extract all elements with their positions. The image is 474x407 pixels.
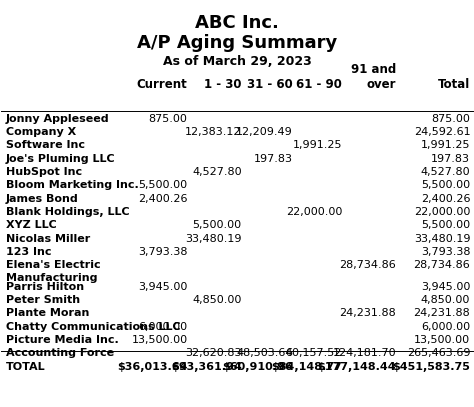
Text: 33,480.19: 33,480.19 [185, 234, 242, 244]
Text: $36,013.64: $36,013.64 [117, 361, 188, 372]
Text: 24,231.88: 24,231.88 [413, 308, 470, 318]
Text: Jonny Appleseed: Jonny Appleseed [6, 114, 109, 124]
Text: A/P Aging Summary: A/P Aging Summary [137, 34, 337, 52]
Text: Software Inc: Software Inc [6, 140, 85, 151]
Text: $60,910.96: $60,910.96 [222, 361, 292, 372]
Text: $451,583.75: $451,583.75 [392, 361, 470, 372]
Text: 1,991.25: 1,991.25 [421, 140, 470, 151]
Text: 197.83: 197.83 [431, 154, 470, 164]
Text: Plante Moran: Plante Moran [6, 308, 90, 318]
Text: 31 - 60: 31 - 60 [247, 78, 292, 91]
Text: ABC Inc.: ABC Inc. [195, 13, 279, 31]
Text: 28,734.86: 28,734.86 [413, 260, 470, 271]
Text: XYZ LLC: XYZ LLC [6, 221, 57, 230]
Text: 5,500.00: 5,500.00 [421, 180, 470, 190]
Text: 6,000.00: 6,000.00 [421, 322, 470, 332]
Text: Current: Current [137, 78, 188, 91]
Text: 12,209.49: 12,209.49 [236, 127, 292, 137]
Text: 24,231.88: 24,231.88 [339, 308, 396, 318]
Text: 265,463.69: 265,463.69 [407, 348, 470, 358]
Text: 33,480.19: 33,480.19 [414, 234, 470, 244]
Text: Accounting Force: Accounting Force [6, 348, 114, 358]
Text: 12,383.12: 12,383.12 [185, 127, 242, 137]
Text: 3,945.00: 3,945.00 [138, 282, 188, 291]
Text: 4,850.00: 4,850.00 [192, 295, 242, 305]
Text: $177,148.44: $177,148.44 [318, 361, 396, 372]
Text: 5,500.00: 5,500.00 [138, 180, 188, 190]
Text: 875.00: 875.00 [149, 114, 188, 124]
Text: 48,503.64: 48,503.64 [236, 348, 292, 358]
Text: $93,361.94: $93,361.94 [171, 361, 242, 372]
Text: 2,400.26: 2,400.26 [421, 194, 470, 204]
Text: 123 Inc: 123 Inc [6, 247, 52, 257]
Text: 124,181.70: 124,181.70 [333, 348, 396, 358]
Text: 1,991.25: 1,991.25 [292, 140, 342, 151]
Text: 60,157.52: 60,157.52 [286, 348, 342, 358]
Text: Joe's Pluming LLC: Joe's Pluming LLC [6, 154, 116, 164]
Text: 197.83: 197.83 [254, 154, 292, 164]
Text: As of March 29, 2023: As of March 29, 2023 [163, 55, 311, 68]
Text: Blank Holdings, LLC: Blank Holdings, LLC [6, 207, 130, 217]
Text: 91 and
over: 91 and over [351, 63, 396, 91]
Text: 6,000.00: 6,000.00 [138, 322, 188, 332]
Text: 2,400.26: 2,400.26 [138, 194, 188, 204]
Text: 13,500.00: 13,500.00 [414, 335, 470, 345]
Text: 5,500.00: 5,500.00 [192, 221, 242, 230]
Text: 61 - 90: 61 - 90 [296, 78, 342, 91]
Text: 3,793.38: 3,793.38 [421, 247, 470, 257]
Text: 3,945.00: 3,945.00 [421, 282, 470, 291]
Text: Picture Media Inc.: Picture Media Inc. [6, 335, 119, 345]
Text: Bloom Marketing Inc.: Bloom Marketing Inc. [6, 180, 139, 190]
Text: Peter Smith: Peter Smith [6, 295, 80, 305]
Text: Chatty Communications LLC: Chatty Communications LLC [6, 322, 181, 332]
Text: 24,592.61: 24,592.61 [414, 127, 470, 137]
Text: Parris Hilton: Parris Hilton [6, 282, 84, 291]
Text: 3,793.38: 3,793.38 [138, 247, 188, 257]
Text: Company X: Company X [6, 127, 76, 137]
Text: HubSpot Inc: HubSpot Inc [6, 167, 82, 177]
Text: 875.00: 875.00 [431, 114, 470, 124]
Text: Nicolas Miller: Nicolas Miller [6, 234, 91, 244]
Text: 1 - 30: 1 - 30 [204, 78, 242, 91]
Text: Total: Total [438, 78, 470, 91]
Text: 28,734.86: 28,734.86 [339, 260, 396, 271]
Text: James Bond: James Bond [6, 194, 79, 204]
Text: Elena's Electric
Manufacturing: Elena's Electric Manufacturing [6, 260, 101, 283]
Text: 32,620.83: 32,620.83 [185, 348, 242, 358]
Text: 4,527.80: 4,527.80 [192, 167, 242, 177]
Text: 22,000.00: 22,000.00 [286, 207, 342, 217]
Text: TOTAL: TOTAL [6, 361, 46, 372]
Text: 13,500.00: 13,500.00 [131, 335, 188, 345]
Text: $84,148.77: $84,148.77 [271, 361, 342, 372]
Text: 22,000.00: 22,000.00 [414, 207, 470, 217]
Text: 4,850.00: 4,850.00 [421, 295, 470, 305]
Text: 4,527.80: 4,527.80 [420, 167, 470, 177]
Text: 5,500.00: 5,500.00 [421, 221, 470, 230]
